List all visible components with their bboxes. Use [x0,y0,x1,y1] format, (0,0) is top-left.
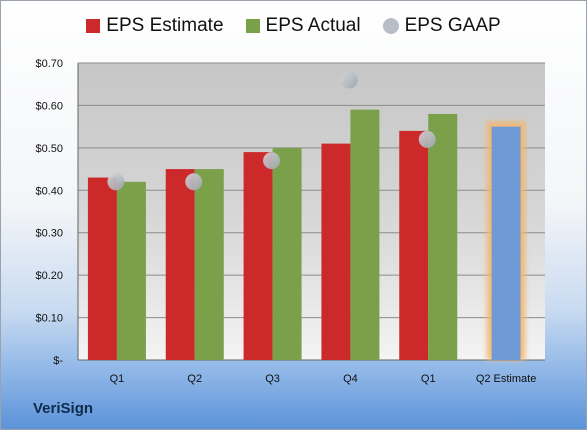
plot-area [78,63,545,360]
legend-swatch-eps-actual [245,19,260,33]
bar-eps-estimate [165,169,195,360]
bar-eps-estimate [243,152,273,360]
marker-eps-gaap [418,130,436,148]
x-tick-label: Q1 [110,373,125,385]
y-tick-label: $0.40 [35,185,63,197]
bar-eps-estimate [87,177,117,360]
bar-eps-estimate [321,143,351,360]
legend-swatch-eps-gaap [382,18,399,34]
marker-eps-gaap [340,71,358,89]
bar-eps-estimate-future [491,126,521,361]
bar-eps-estimate [399,130,429,360]
bar-eps-actual [116,181,146,360]
bar-eps-actual [194,169,224,360]
legend-label-eps-actual: EPS Actual [265,15,361,36]
x-tick-label: Q4 [343,373,358,385]
legend-swatch-eps-estimate [86,19,101,33]
legend-item-eps-gaap: EPS GAAP [382,15,501,37]
legend: EPS Estimate EPS Actual EPS GAAP [1,15,586,37]
marker-eps-gaap [107,173,125,191]
legend-label-eps-estimate: EPS Estimate [106,15,224,36]
y-tick-label: $0.30 [35,228,63,240]
y-tick-label: $0.20 [35,270,63,282]
y-tick-label: $0.70 [35,58,63,70]
marker-eps-gaap [263,152,281,170]
bar-eps-actual [350,109,380,361]
legend-item-eps-estimate: EPS Estimate [86,15,224,37]
legend-item-eps-actual: EPS Actual [245,15,361,37]
y-tick-label: $- [53,355,63,367]
x-tick-label: Q2 Estimate [476,373,537,385]
y-tick-label: $0.10 [35,313,63,325]
bar-eps-actual [428,113,458,361]
bar-eps-actual [272,147,302,360]
x-tick-label: Q3 [265,373,280,385]
y-tick-label: $0.50 [35,143,63,155]
y-tick-label: $0.60 [35,100,63,112]
brand-label: VeriSign [33,400,94,417]
marker-eps-gaap [185,173,203,191]
x-tick-label: Q1 [421,373,436,385]
x-tick-label: Q2 [187,373,202,385]
legend-label-eps-gaap: EPS GAAP [404,15,501,36]
